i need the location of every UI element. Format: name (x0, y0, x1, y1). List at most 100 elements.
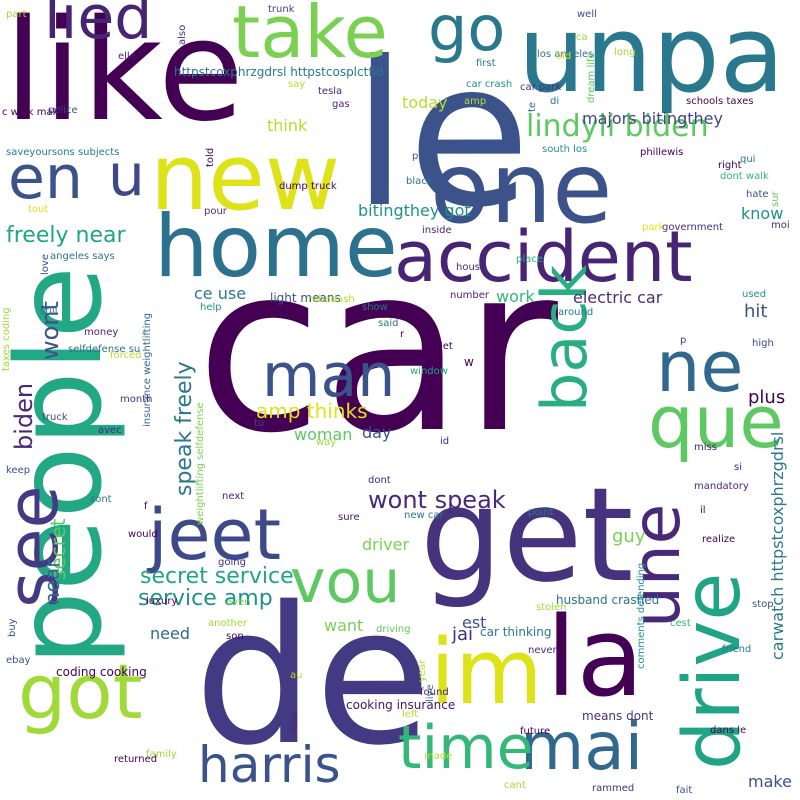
word-phillewis: phillewis (640, 147, 684, 158)
word-light-means: light means (270, 291, 341, 305)
word-number: number (450, 290, 490, 301)
word-luxury: luxury (146, 596, 178, 607)
word-dont: dont (368, 475, 391, 486)
word-truck: truck (42, 412, 68, 423)
word-im: im (430, 620, 543, 725)
word-window: window (410, 366, 448, 377)
word-help: help (200, 302, 222, 313)
word-well: well (577, 9, 597, 20)
word-would: would (128, 529, 158, 540)
word-keep: keep (6, 465, 31, 476)
word-say: say (288, 79, 306, 90)
word-ebay: ebay (6, 655, 31, 666)
word-tu: tu (254, 418, 265, 429)
word-comments-defending: comments defending (636, 562, 647, 669)
word-government: government (662, 222, 723, 233)
word-take: take (232, 0, 388, 74)
word-cant: cant (504, 780, 526, 791)
word-biden: biden (10, 382, 38, 450)
word-car-thinking: car thinking (480, 625, 552, 639)
word-much: much (522, 307, 550, 318)
word-next: next (222, 491, 245, 502)
word-fait: fait (676, 785, 693, 796)
word-p: p (680, 335, 687, 346)
word-sure: sure (338, 512, 360, 523)
word-friend: friend (722, 644, 752, 655)
word-left: left (402, 709, 419, 720)
word-cest: cest (670, 618, 691, 629)
word-first: first (476, 58, 496, 69)
word-money: money (84, 327, 119, 338)
word-bitingthey-got: bitingthey got (358, 201, 471, 220)
word-le: le (352, 19, 531, 252)
word-inside: inside (422, 225, 452, 236)
word-right: right (718, 160, 742, 171)
word-new-car: new car (404, 510, 444, 521)
word-avec: avec (98, 425, 122, 436)
word-black: black (406, 176, 433, 187)
word-unpa: unpa (518, 0, 785, 116)
word-long: long (614, 47, 636, 58)
word-moi: moi (771, 220, 790, 231)
word-secret-service: secret service (140, 564, 294, 589)
word-buy: buy (7, 618, 18, 637)
word-husband-crashed: husband crashed (556, 593, 660, 607)
word-never: never (528, 645, 557, 656)
word-te: te (527, 101, 538, 112)
word-high: high (752, 338, 774, 349)
word-found: found (420, 687, 449, 698)
word-miss: miss (694, 442, 717, 453)
word-id: id (440, 436, 450, 447)
word-tesla: tesla (318, 86, 343, 97)
word-elle: elle (118, 51, 136, 62)
word-back: back (528, 264, 601, 412)
word-work: work (496, 287, 535, 306)
word-gas: gas (332, 99, 350, 110)
word-going: going (218, 557, 246, 568)
word-w: w (464, 355, 474, 369)
word-weightlifting-selfdefense: weightlifting selfdefense (195, 402, 206, 525)
word-car-crash: car crash (466, 79, 513, 90)
word-point: point (528, 507, 554, 518)
word-majors-bitingthey: majors bitingthey (582, 109, 723, 128)
word-month: month (120, 394, 153, 405)
word-qui: qui (740, 154, 756, 165)
word-forced: forced (110, 350, 142, 361)
word-la: la (546, 593, 644, 721)
word-realize: realize (702, 534, 736, 545)
word-driver: driver (362, 535, 410, 554)
word-also: also (177, 24, 188, 45)
word-future: future (520, 726, 551, 737)
word-ca: ca (576, 32, 588, 43)
word-f: f (144, 501, 148, 512)
word-guy: guy (612, 526, 646, 547)
word-said: said (378, 318, 399, 329)
word-pour: pour (204, 206, 227, 217)
word-stolen: stolen (536, 602, 567, 613)
word-une: une (618, 503, 695, 628)
word-home: home (154, 197, 398, 297)
word-told: told (205, 147, 216, 167)
word-au: au (290, 670, 303, 681)
word-time: time (398, 713, 534, 783)
word-rabadash: rabadash (308, 294, 355, 305)
word-tout: tout (28, 204, 49, 215)
word-near: near (40, 559, 64, 605)
word-used: used (742, 289, 767, 300)
word-son: son (226, 631, 244, 642)
word-car: car (196, 217, 558, 484)
word-schools-taxes: schools taxes (686, 96, 754, 107)
word-driving: driving (376, 624, 411, 635)
word-around: around (558, 307, 594, 318)
word-insurance-weightlifting: insurance weightlifting (142, 312, 153, 427)
word-one: one (430, 132, 613, 246)
word-car-park: car park (520, 82, 562, 93)
word-hate: hate (746, 189, 769, 200)
word-plus: plus (748, 387, 786, 408)
word-selfdefense-su: selfdefense su (68, 344, 141, 355)
word-south-los: south los (542, 144, 588, 155)
word-rammed: rammed (592, 783, 635, 794)
word-coding-cooking: coding cooking (56, 665, 147, 679)
word-saveyoursons-subjects: saveyoursons subjects (6, 147, 120, 158)
